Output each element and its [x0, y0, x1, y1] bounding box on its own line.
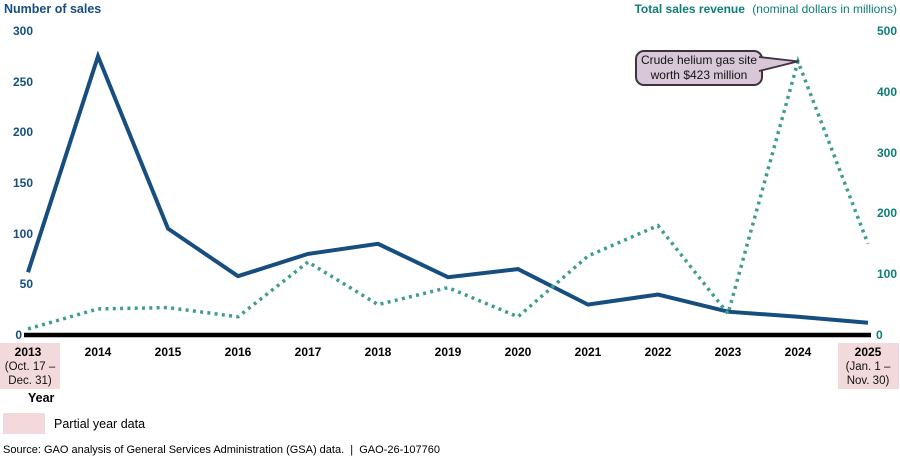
legend-label: Partial year data — [54, 416, 146, 431]
x-tick-2019: 2019 — [434, 345, 462, 359]
source-note: Source: GAO analysis of General Services… — [3, 444, 440, 456]
x-axis-label: Year — [28, 391, 55, 405]
partial-year-swatch — [3, 413, 45, 434]
annotation-callout: Crude helium gas site worth $423 million — [636, 51, 762, 85]
x-tick-2023: 2023 — [714, 345, 742, 359]
left-axis-tick-200: 200 — [12, 125, 33, 140]
partial-year-highlight-start — [0, 343, 60, 389]
left-axis-tick-50: 50 — [19, 277, 33, 292]
x-tick-2014: 2014 — [84, 345, 112, 359]
x-tick-2022: 2022 — [644, 345, 672, 359]
right-axis-tick-500: 500 — [876, 24, 897, 38]
annotation-line-1: Crude helium gas site — [640, 53, 758, 67]
partial-end-period-2: Nov. 30) — [846, 375, 890, 387]
partial-year-highlight-end — [838, 343, 899, 389]
right-axis-title-units: (nominal dollars in millions) — [752, 2, 897, 16]
partial-end-period-1: (Jan. 1 – — [845, 361, 891, 373]
right-axis-tick-100: 100 — [876, 267, 897, 282]
right-axis-tick-200: 200 — [876, 206, 897, 221]
partial-start-period-1: (Oct. 17 – — [4, 361, 56, 373]
right-axis-tick-0: 0 — [876, 328, 883, 342]
partial-start-period-2: Dec. 31) — [8, 375, 52, 387]
annotation-line-2: worth $423 million — [650, 68, 748, 82]
left-axis-tick-0: 0 — [15, 328, 22, 342]
right-axis-tick-300: 300 — [876, 145, 897, 160]
right-axis-title: Total sales revenue (nominal dollars in … — [634, 2, 897, 16]
right-axis-tick-400: 400 — [876, 84, 897, 99]
x-tick-2017: 2017 — [294, 345, 322, 359]
x-tick-2020: 2020 — [504, 345, 532, 359]
x-tick-2024: 2024 — [784, 345, 812, 359]
left-axis-tick-150: 150 — [12, 176, 33, 190]
x-tick-2015: 2015 — [154, 345, 182, 359]
left-axis-title: Number of sales — [4, 2, 102, 16]
annotation-pointer — [758, 56, 799, 72]
x-tick-2021: 2021 — [574, 345, 602, 359]
right-axis-title-main: Total sales revenue — [634, 2, 745, 16]
left-axis-tick-300: 300 — [12, 24, 33, 38]
x-tick-2016: 2016 — [224, 345, 252, 359]
left-axis-tick-100: 100 — [12, 226, 33, 241]
x-tick-2013: 2013 — [14, 345, 42, 359]
x-tick-2025: 2025 — [854, 345, 882, 359]
series-line-0 — [26, 50, 869, 325]
x-tick-2018: 2018 — [364, 345, 392, 359]
legend: Partial year data — [3, 413, 145, 434]
left-axis-tick-250: 250 — [12, 74, 33, 89]
